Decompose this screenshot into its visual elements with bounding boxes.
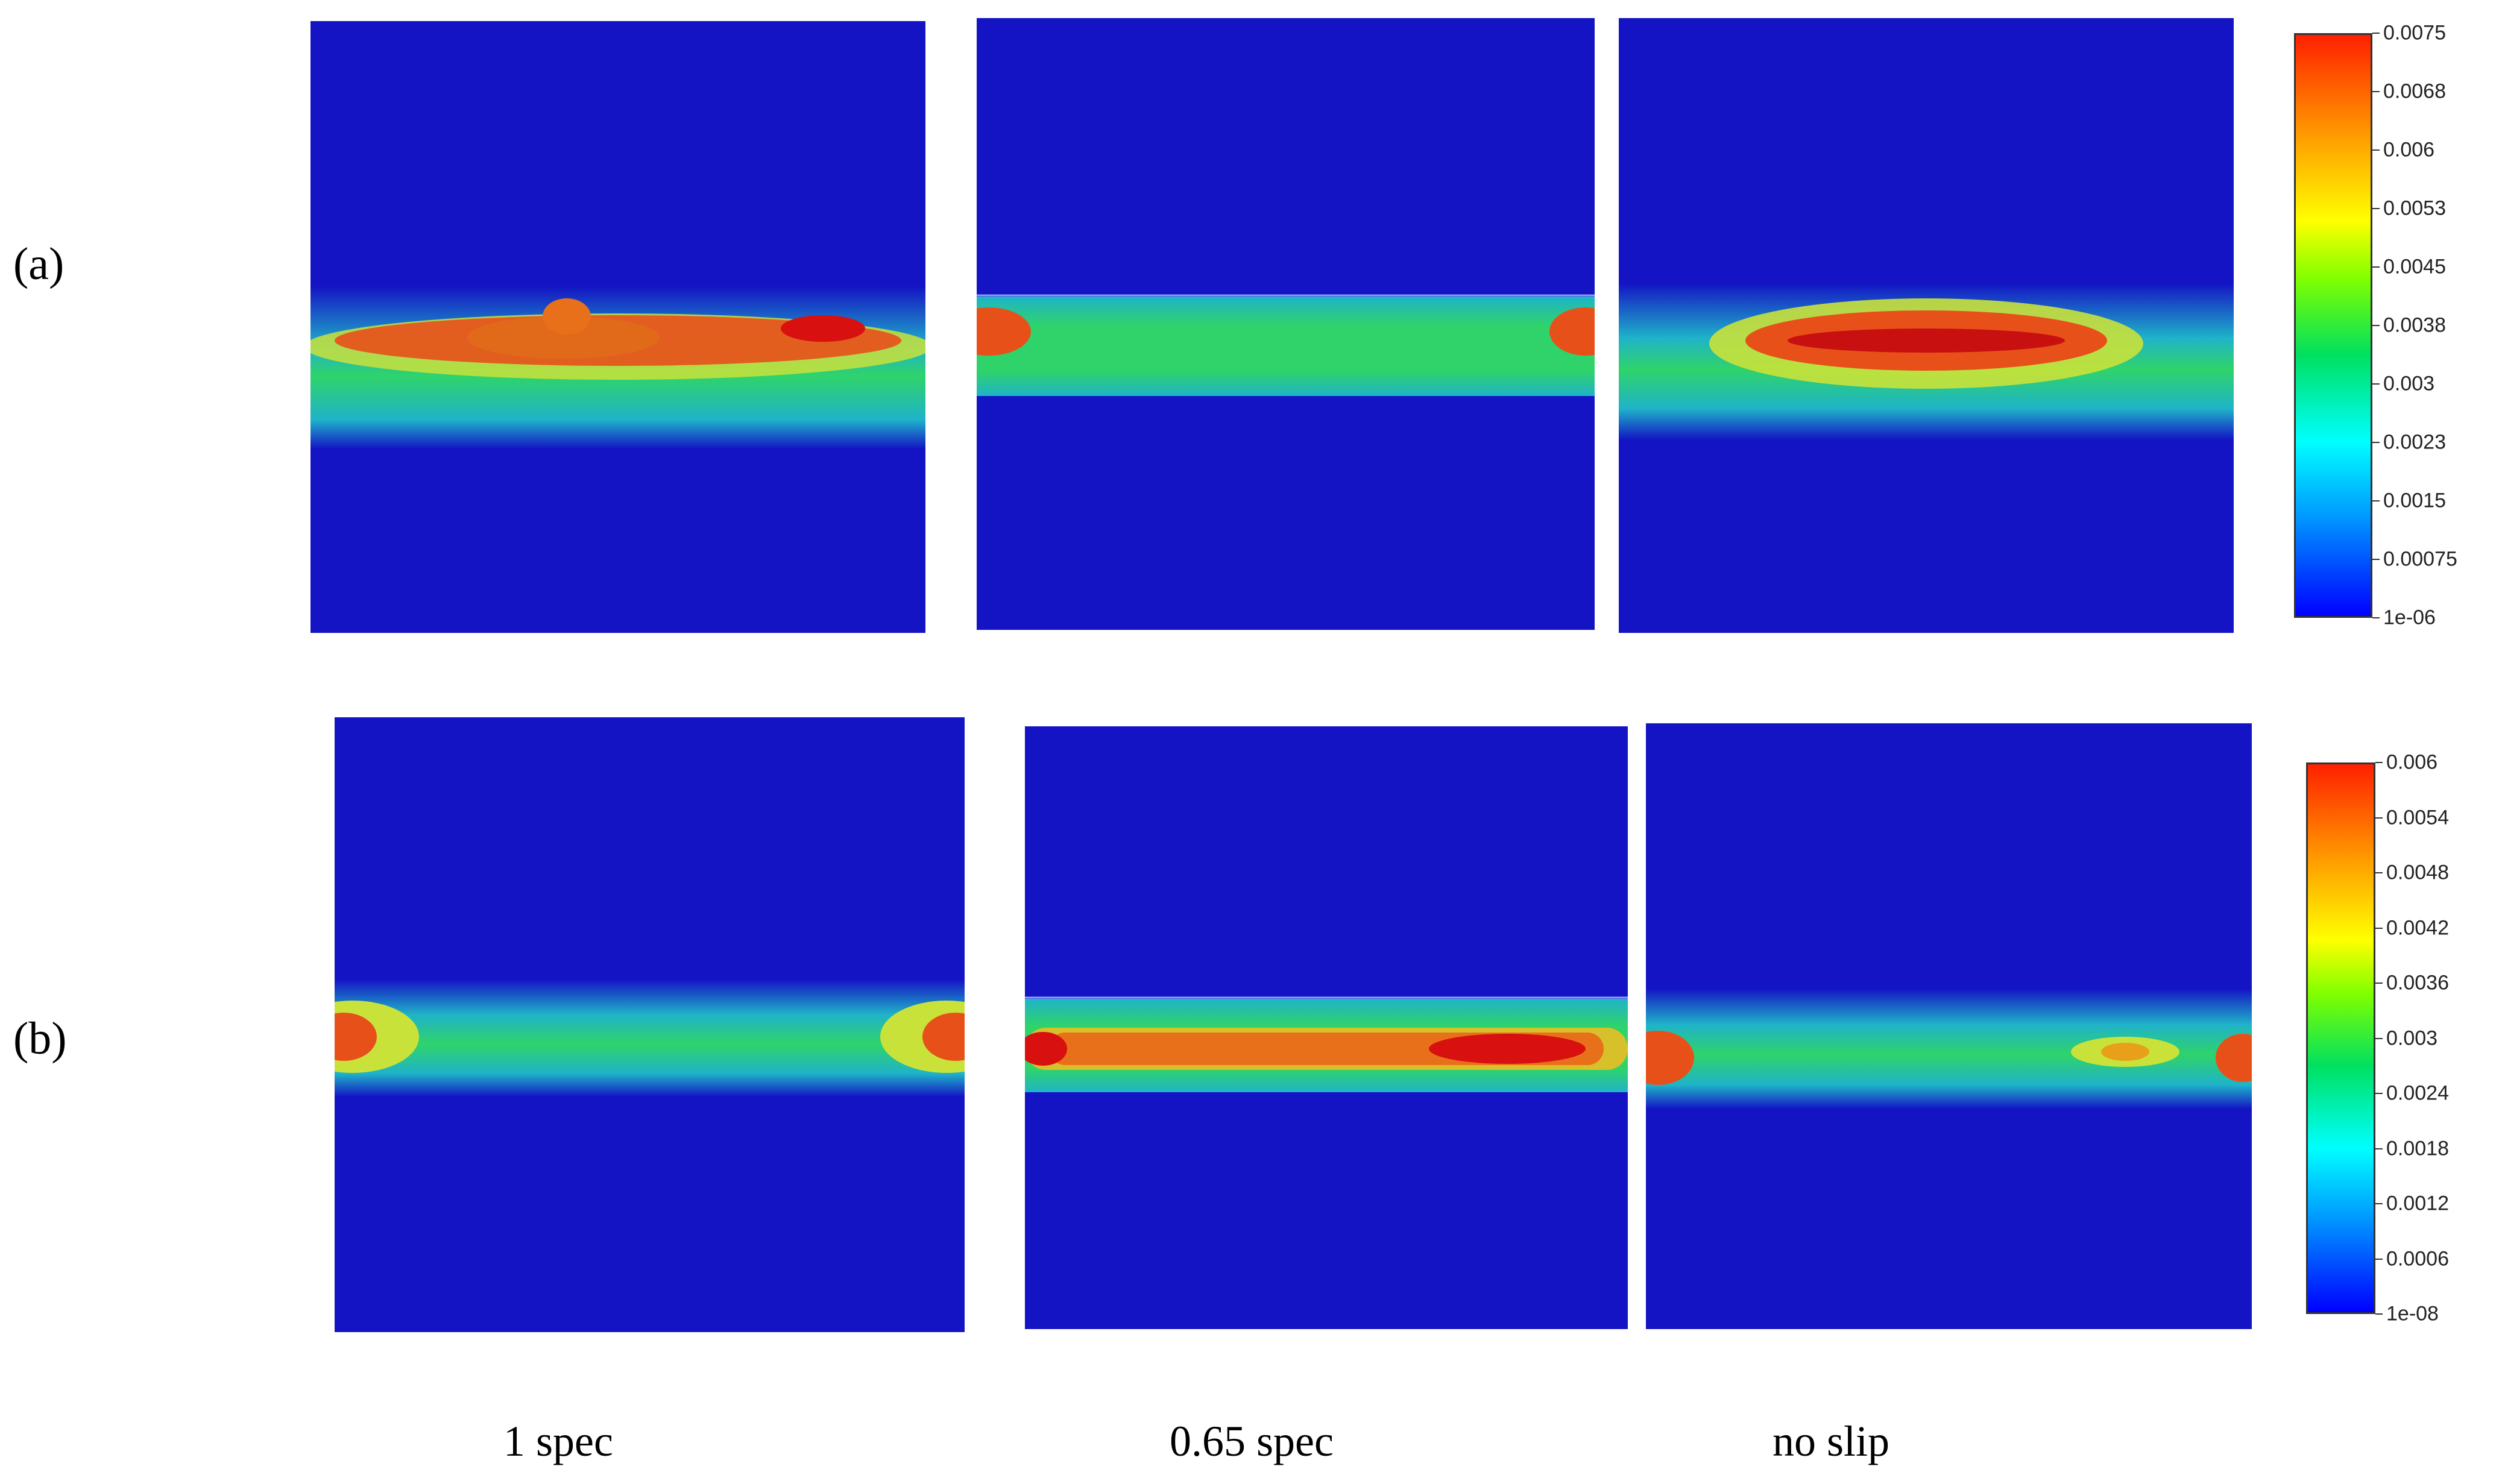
colorbar-b-tick-label: 0.0048: [2386, 861, 2449, 884]
colorbar-a-tick-label: 0.0038: [2383, 313, 2446, 337]
colorbar-b-tick-label: 0.0018: [2386, 1137, 2449, 1160]
colorbar-a-tick-label: 0.006: [2383, 138, 2435, 162]
colorbar-a-tickmark: [2372, 33, 2380, 34]
colorbar-b-tick-label: 0.003: [2386, 1027, 2438, 1049]
colorbar-a-tick-label: 0.0053: [2383, 197, 2446, 220]
colorbar-a-tickmark: [2372, 500, 2380, 501]
colorbar-b-tickmark: [2375, 1258, 2383, 1260]
panel-b-1-spec: [335, 717, 965, 1332]
colorbar-a-tickmark: [2372, 325, 2380, 326]
colorbar-b-tick-label: 1e-08: [2386, 1302, 2439, 1325]
colorbar-b-tick-label: 0.0012: [2386, 1192, 2449, 1215]
colorbar-a-tick-label: 0.003: [2383, 372, 2435, 395]
colorbar-b: [2306, 762, 2375, 1314]
panel-a-no-slip: [1619, 18, 2234, 633]
colorbar-a: [2294, 33, 2372, 618]
colorbar-b-tickmark: [2375, 1203, 2383, 1204]
panel-b-no-slip: [1646, 723, 2252, 1329]
colorbar-b-tickmark: [2375, 983, 2383, 984]
colorbar-b-tick-label: 0.006: [2386, 750, 2438, 774]
colorbar-b-tickmark: [2375, 1313, 2383, 1315]
panel-a-065-spec: [977, 18, 1595, 630]
row-label-b: (b): [13, 1013, 67, 1064]
panel-a-1-spec: [310, 21, 925, 633]
colorbar-a-tickmark: [2372, 559, 2380, 560]
colorbar-b-tickmark: [2375, 762, 2383, 763]
colorbar-b-tickmark: [2375, 817, 2383, 819]
colorbar-a-tickmark: [2372, 617, 2380, 618]
row-label-a: (a): [13, 239, 65, 289]
colorbar-a-tickmark: [2372, 91, 2380, 92]
colorbar-b-tickmark: [2375, 872, 2383, 873]
column-label-1-spec: 1 spec: [503, 1417, 613, 1465]
colorbar-b-tick-label: 0.0054: [2386, 806, 2449, 829]
colorbar-a-tick-label: 0.00075: [2383, 547, 2457, 571]
colorbar-b-tickmark: [2375, 1037, 2383, 1039]
colorbar-a-tick-label: 0.0023: [2383, 430, 2446, 454]
colorbar-a-tickmark: [2372, 149, 2380, 151]
colorbar-b-tick-label: 0.0024: [2386, 1081, 2449, 1105]
colorbar-a-tick-label: 0.0045: [2383, 255, 2446, 278]
colorbar-a-tick-label: 0.0075: [2383, 21, 2446, 45]
column-label-no-slip: no slip: [1773, 1417, 1890, 1465]
column-label-065-spec: 0.65 spec: [1170, 1417, 1334, 1465]
colorbar-b-tick-label: 0.0006: [2386, 1247, 2449, 1270]
colorbar-a-tickmark: [2372, 208, 2380, 209]
colorbar-a-tick-label: 0.0015: [2383, 489, 2446, 512]
colorbar-a-tickmark: [2372, 442, 2380, 443]
colorbar-b-tickmark: [2375, 1148, 2383, 1149]
colorbar-a-tickmark: [2372, 266, 2380, 268]
colorbar-b-tickmark: [2375, 927, 2383, 929]
colorbar-a-tick-label: 1e-06: [2383, 606, 2436, 629]
colorbar-b-tick-label: 0.0042: [2386, 916, 2449, 939]
colorbar-b-tick-label: 0.0036: [2386, 971, 2449, 995]
colorbar-b-tickmark: [2375, 1093, 2383, 1094]
panel-b-065-spec: [1025, 726, 1628, 1329]
colorbar-a-tick-label: 0.0068: [2383, 80, 2446, 103]
colorbar-a-tickmark: [2372, 383, 2380, 385]
